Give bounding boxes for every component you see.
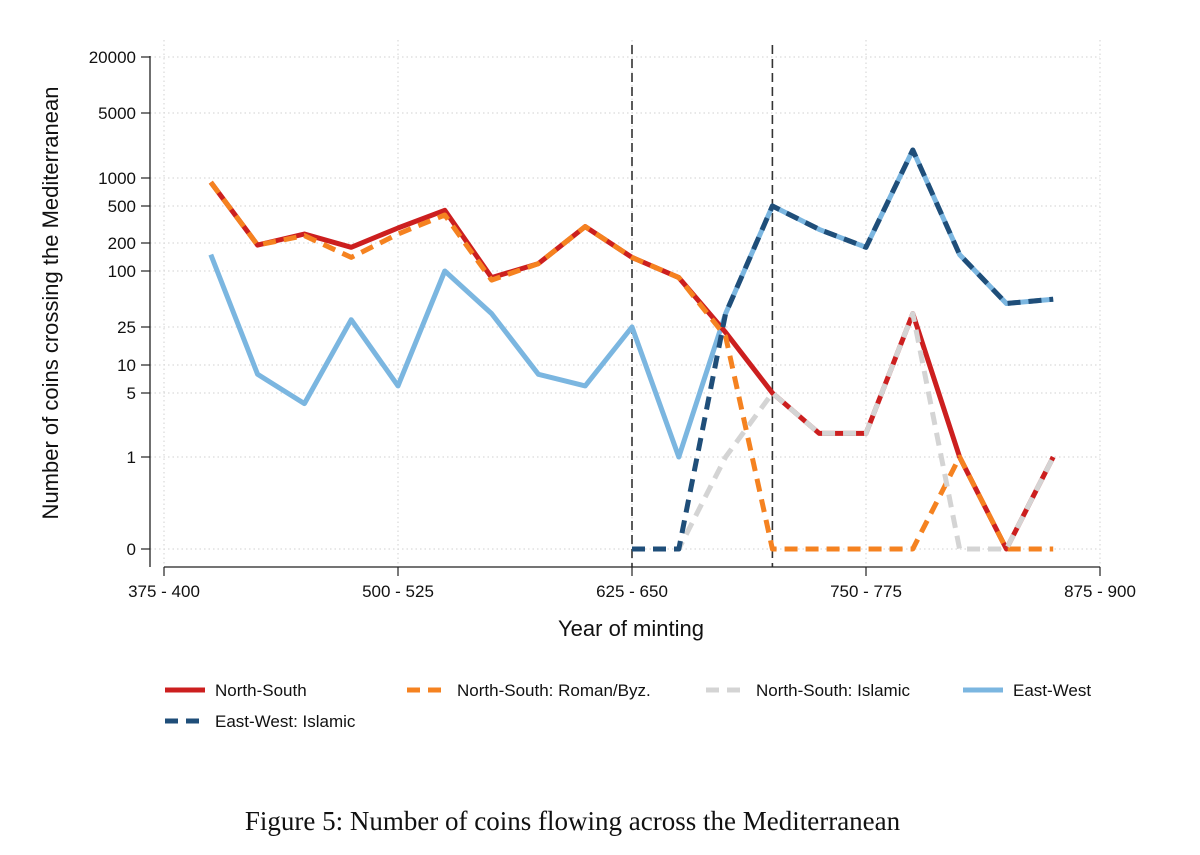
x-tick-label: 500 - 525: [362, 582, 434, 601]
legend-label: North-South: Roman/Byz.: [457, 681, 651, 700]
x-axis-title: Year of minting: [558, 616, 704, 641]
legend-item: East-West: [963, 681, 1091, 700]
figure-caption: Figure 5: Number of coins flowing across…: [244, 806, 901, 836]
legend-label: East-West: Islamic: [215, 712, 356, 731]
y-tick-label: 1000: [98, 169, 136, 188]
y-tick-label: 20000: [89, 48, 136, 67]
legend: North-South North-South: Roman/Byz. North-…: [165, 681, 1091, 731]
y-tick-label: 25: [117, 318, 136, 337]
legend-item: North-South: Islamic: [706, 681, 910, 700]
series-line-east-west-islamic: [632, 147, 1054, 552]
y-tick-label: 100: [108, 262, 136, 281]
legend-label: North-South: Islamic: [756, 681, 910, 700]
legend-label: East-West: [1013, 681, 1091, 700]
vertical-reference-lines: [631, 45, 774, 567]
y-tick-label: 0: [127, 540, 136, 559]
legend-item: North-South: Roman/Byz.: [407, 681, 651, 700]
axes: 0 1 5 10 25 100 200 500 1000 5000 20000 375 - 400 50…: [89, 48, 1136, 601]
series-lines: [208, 147, 1056, 552]
x-tick-label: 875 - 900: [1064, 582, 1136, 601]
x-tick-label: 625 - 650: [596, 582, 668, 601]
series-line-north-south-roman-byz: [208, 180, 1054, 552]
y-tick-label: 5: [127, 384, 136, 403]
y-tick-label: 10: [117, 356, 136, 375]
grid-layer: [150, 40, 1101, 567]
x-tick-label: 750 - 775: [830, 582, 902, 601]
legend-item: North-South: [165, 681, 307, 700]
y-tick-label: 5000: [98, 104, 136, 123]
x-tick-label: 375 - 400: [128, 582, 200, 601]
legend-label: North-South: [215, 681, 307, 700]
y-tick-label: 200: [108, 234, 136, 253]
y-axis-title: Number of coins crossing the Mediterrane…: [38, 87, 63, 520]
coins-line-chart: 0 1 5 10 25 100 200 500 1000 5000 20000 375 - 400 50…: [38, 40, 1136, 731]
y-tick-label: 1: [127, 448, 136, 467]
y-tick-label: 500: [108, 197, 136, 216]
legend-item: East-West: Islamic: [165, 712, 356, 731]
